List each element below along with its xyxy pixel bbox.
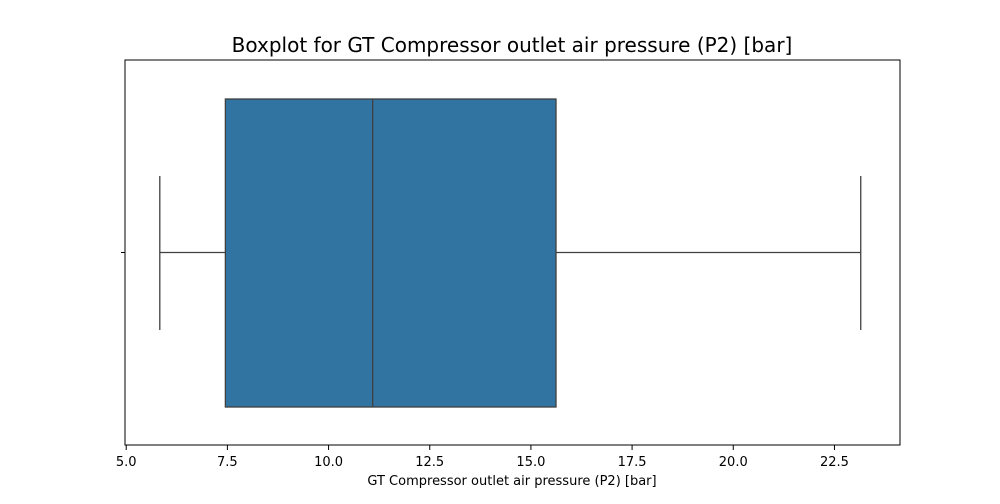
chart-title: Boxplot for GT Compressor outlet air pre… [232, 33, 793, 57]
x-tick-label: 20.0 [719, 455, 748, 470]
x-tick-label: 12.5 [415, 455, 444, 470]
x-tick-label: 15.0 [516, 455, 545, 470]
x-tick-label: 5.0 [116, 455, 137, 470]
plot-area: 5.0 7.5 10.0 12.5 15.0 17.5 20.0 22.5 [116, 59, 901, 470]
x-axis-label: GT Compressor outlet air pressure (P2) [… [367, 474, 656, 489]
x-tick-label: 17.5 [618, 455, 647, 470]
x-tick-label: 7.5 [217, 455, 238, 470]
iqr-box [224, 98, 557, 408]
x-tick-label: 22.5 [820, 455, 849, 470]
x-tick-label: 10.0 [314, 455, 343, 470]
